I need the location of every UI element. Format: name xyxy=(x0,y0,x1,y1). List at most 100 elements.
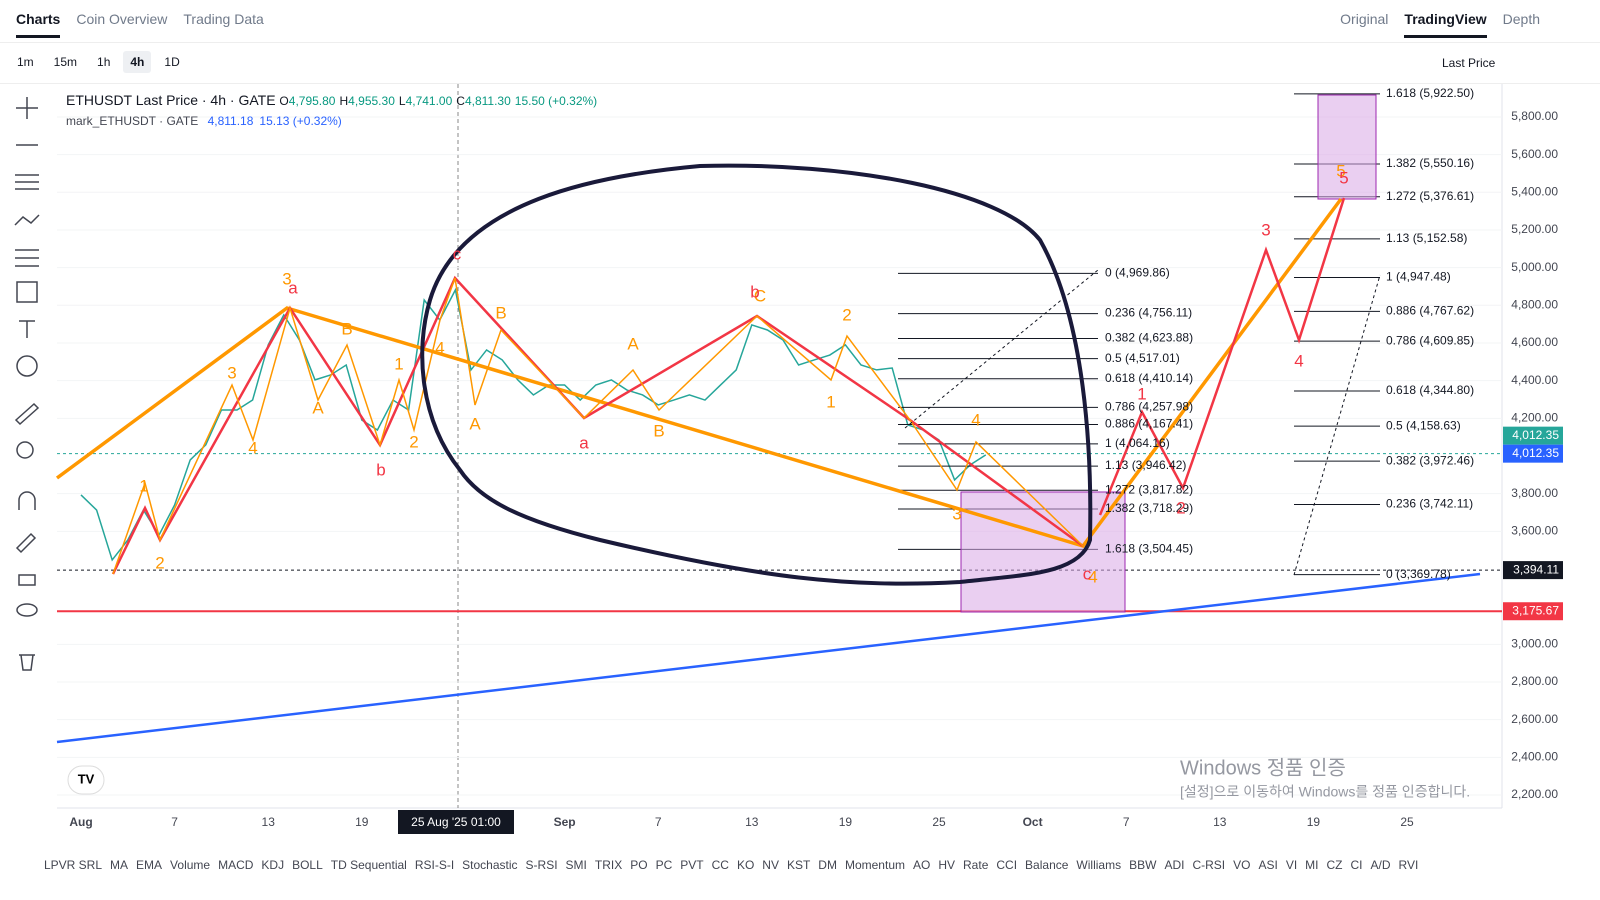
indicator[interactable]: C-RSI xyxy=(1192,858,1226,872)
indicator[interactable]: Momentum xyxy=(844,858,905,872)
fib-label: 0.786 (4,257.98) xyxy=(1105,400,1193,414)
view-tab[interactable]: TradingView xyxy=(1404,11,1487,38)
indicator[interactable]: A/D xyxy=(1370,858,1391,872)
mark-symbol: mark_ETHUSDT · GATE xyxy=(66,114,199,128)
indicator[interactable]: PO xyxy=(630,858,648,872)
indicator[interactable]: NV xyxy=(762,858,779,872)
indicator[interactable]: Rate xyxy=(963,858,989,872)
wave-label: 2 xyxy=(155,553,164,572)
indicator[interactable]: Williams xyxy=(1076,858,1122,872)
indicator[interactable]: CC xyxy=(711,858,729,872)
view-tab[interactable]: Depth xyxy=(1502,11,1540,27)
wave-label: 4 xyxy=(1294,351,1303,370)
indicator[interactable]: MI xyxy=(1305,858,1319,872)
plot xyxy=(57,93,1502,796)
tool-ruler[interactable] xyxy=(14,402,40,426)
wave-label: c xyxy=(1083,564,1092,583)
tool-pattern[interactable] xyxy=(14,214,40,226)
price-badge xyxy=(1503,602,1563,621)
indicator[interactable]: RSI-S-I xyxy=(414,858,455,872)
wave-label: B xyxy=(341,319,352,338)
crosshair-time: 25 Aug '25 01:00 xyxy=(411,815,501,829)
wave-label: B xyxy=(495,303,506,322)
tool-lock[interactable] xyxy=(18,574,36,586)
indicator[interactable]: CZ xyxy=(1326,858,1343,872)
fib-label: 0 (3,369.78) xyxy=(1386,567,1451,581)
tool-crosshair[interactable] xyxy=(16,97,38,119)
indicator[interactable]: PVT xyxy=(680,858,704,872)
indicator[interactable]: RVI xyxy=(1398,858,1419,872)
tool-fib[interactable] xyxy=(15,249,39,267)
indicator[interactable]: TD Sequential xyxy=(330,858,407,872)
tool-zoom[interactable] xyxy=(16,441,34,459)
interval[interactable]: 1h xyxy=(97,55,111,69)
wave-label: 1 xyxy=(139,476,148,495)
fib-label: 0.886 (4,167.41) xyxy=(1105,417,1193,431)
indicator[interactable]: CI xyxy=(1350,858,1363,872)
price-badge xyxy=(1503,426,1563,445)
fib-label: 0.618 (4,410.14) xyxy=(1105,371,1193,385)
interval[interactable]: 4h xyxy=(123,51,152,73)
nav-tab[interactable]: Charts xyxy=(16,11,61,38)
indicator[interactable]: DM xyxy=(818,858,837,872)
indicator[interactable]: MA xyxy=(110,858,129,872)
interval[interactable]: 1m xyxy=(17,55,34,69)
fib-label: 0.618 (4,344.80) xyxy=(1386,383,1474,397)
tool-lines[interactable] xyxy=(15,174,39,190)
nav-tab[interactable]: Trading Data xyxy=(183,11,264,27)
indicator[interactable]: TRIX xyxy=(594,858,623,872)
ohlc-value: L xyxy=(398,94,406,108)
tool-delete[interactable] xyxy=(19,654,35,671)
indicator[interactable]: Volume xyxy=(170,858,211,872)
indicator[interactable]: SMI xyxy=(565,858,587,872)
indicator[interactable]: KO xyxy=(736,858,755,872)
wave-label: a xyxy=(579,433,589,452)
indicator[interactable]: KST xyxy=(786,858,811,872)
indicator[interactable]: BOLL xyxy=(292,858,323,872)
crosshair-time-box xyxy=(398,810,514,834)
fib-label: 1 (4,064.16) xyxy=(1105,436,1170,450)
indicator[interactable]: Stochastic xyxy=(462,858,518,872)
wave-line xyxy=(1098,197,1346,516)
interval[interactable]: 1D xyxy=(164,55,180,69)
indicator[interactable]: HV xyxy=(938,858,956,872)
view-tab[interactable]: Original xyxy=(1340,11,1389,27)
indicator[interactable]: BBW xyxy=(1129,858,1157,872)
wave-label: 2 xyxy=(842,305,851,324)
tool-shape[interactable] xyxy=(16,281,38,303)
symbol: ETHUSDT Last Price · 4h · GATE xyxy=(66,92,276,108)
indicator[interactable]: EMA xyxy=(136,858,163,872)
indicator[interactable]: PC xyxy=(655,858,673,872)
indicator[interactable]: ASI xyxy=(1258,858,1278,872)
logo-text: TV xyxy=(78,771,95,786)
fib-label: 0.886 (4,767.62) xyxy=(1386,304,1474,318)
y-tick-label: 2,400.00 xyxy=(1511,750,1558,764)
x-tick-label: 7 xyxy=(171,815,178,829)
price-badge-label: 4,012.35 xyxy=(1512,428,1559,442)
indicator[interactable]: Balance xyxy=(1025,858,1069,872)
indicator[interactable]: MACD xyxy=(218,858,254,872)
tool-text[interactable] xyxy=(19,320,35,338)
indicator[interactable]: VO xyxy=(1233,858,1251,872)
indicator[interactable]: ADI xyxy=(1164,858,1185,872)
tool-magnet[interactable] xyxy=(18,491,36,510)
indicator[interactable]: AO xyxy=(913,858,931,872)
target-box xyxy=(1317,94,1377,200)
interval[interactable]: 15m xyxy=(53,55,78,69)
indicator[interactable]: KDJ xyxy=(261,858,285,872)
indicator[interactable]: VI xyxy=(1285,858,1298,872)
tool-pencil[interactable] xyxy=(15,532,37,554)
indicator[interactable]: S-RSI xyxy=(525,858,558,872)
indicator[interactable]: CCI xyxy=(996,858,1018,872)
price-badge-label: 3,175.67 xyxy=(1512,603,1559,617)
tool-visibility[interactable] xyxy=(16,603,38,617)
indicator[interactable]: LPVR SRL xyxy=(44,858,103,872)
x-tick-label: 19 xyxy=(355,815,369,829)
nav-tab[interactable]: Coin Overview xyxy=(76,11,168,27)
watermark: Windows 정품 인증 xyxy=(1180,756,1346,779)
view-switch: Original TradingView Depth xyxy=(1340,11,1540,38)
tool-emoji[interactable] xyxy=(16,355,38,377)
price-source[interactable]: Last Price xyxy=(1442,56,1496,70)
ohlc-value: 4,955.30 xyxy=(348,94,395,108)
fib-label: 0.786 (4,609.85) xyxy=(1386,333,1474,347)
